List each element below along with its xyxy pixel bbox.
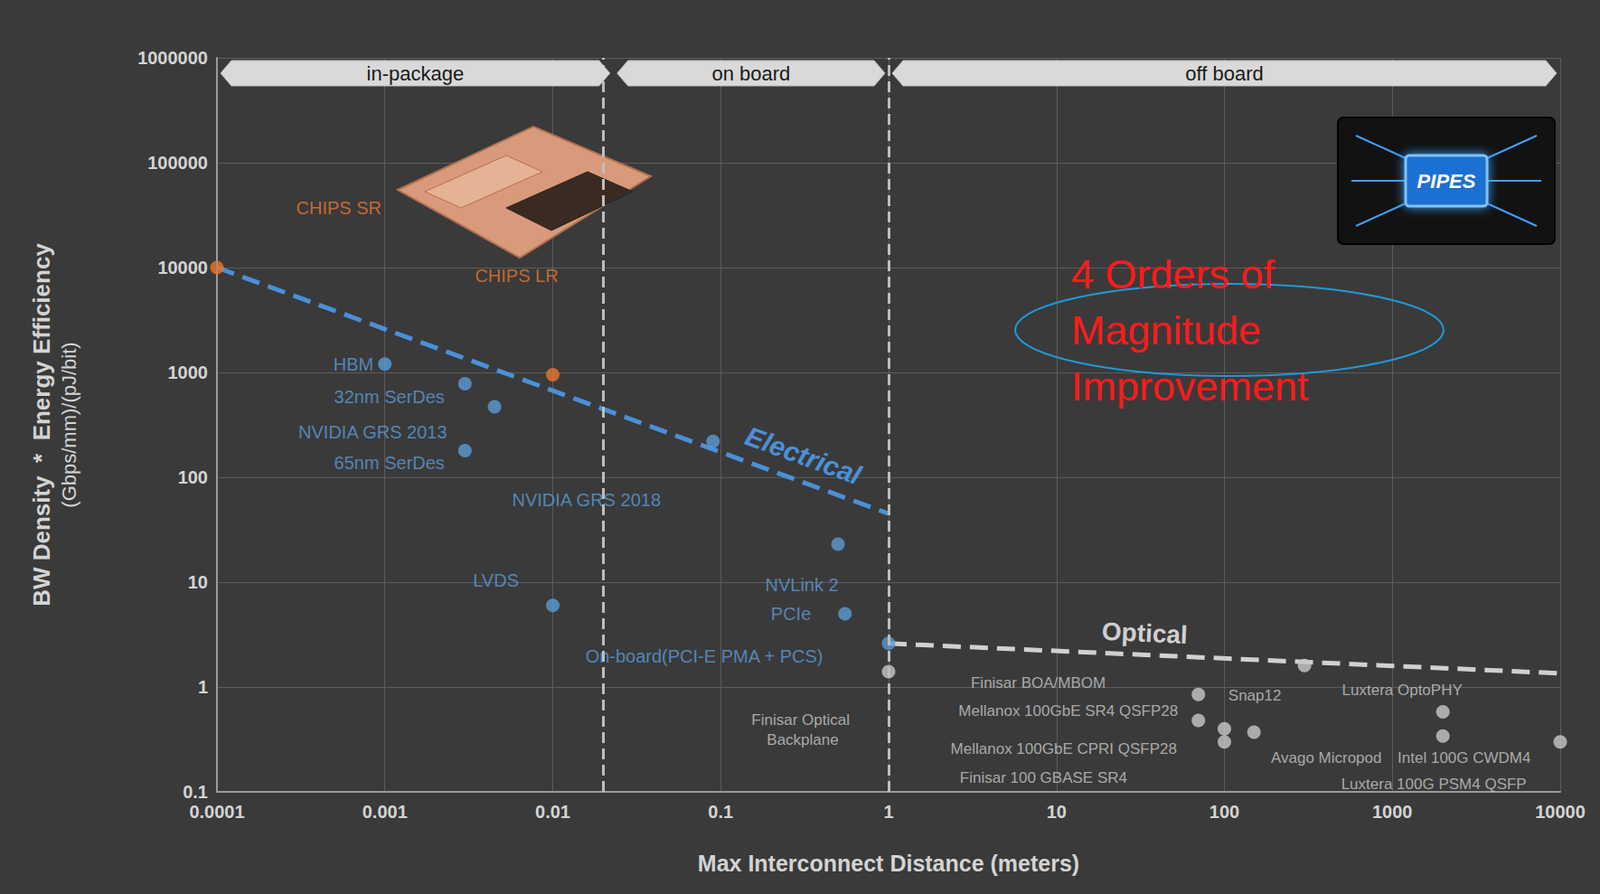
svg-text:PCIe: PCIe (771, 603, 811, 624)
svg-text:1000000: 1000000 (137, 47, 208, 68)
svg-text:4 Orders of: 4 Orders of (1071, 251, 1287, 298)
svg-text:HBM: HBM (333, 354, 374, 375)
svg-text:off board: off board (1185, 62, 1263, 85)
svg-text:PIPES: PIPES (1417, 169, 1477, 193)
svg-text:100: 100 (1209, 801, 1240, 822)
svg-text:0.001: 0.001 (362, 801, 408, 822)
svg-text:1: 1 (197, 677, 208, 697)
svg-text:Backplane: Backplane (766, 731, 838, 749)
svg-text:1: 1 (883, 801, 894, 822)
svg-text:65nm SerDes: 65nm SerDes (334, 452, 445, 473)
svg-text:BW Density * Energy Efficien: BW Density * Energy Efficiency (28, 243, 56, 607)
svg-text:Finisar Optical: Finisar Optical (751, 711, 854, 729)
svg-text:NVLink 2: NVLink 2 (765, 574, 839, 595)
svg-text:Luxtera 100G PSM4 QSFP: Luxtera 100G PSM4 QSFP (1341, 775, 1527, 793)
svg-text:0.01: 0.01 (535, 801, 571, 822)
svg-text:0.1: 0.1 (182, 781, 208, 802)
svg-text:100000: 100000 (147, 152, 208, 173)
svg-text:in-package: in-package (367, 62, 465, 85)
svg-text:Max Interconnect Distance (met: Max Interconnect Distance (meters) (697, 850, 1080, 876)
svg-text:10000: 10000 (157, 257, 208, 278)
svg-text:Improvement: Improvement (1071, 363, 1309, 410)
svg-text:Avago Micropod: Avago Micropod (1270, 749, 1383, 767)
svg-text:0.1: 0.1 (707, 801, 734, 822)
svg-text:Mellanox 100GbE CPRI QSFP28: Mellanox 100GbE CPRI QSFP28 (950, 740, 1177, 758)
svg-text:Finisar 100 GBASE SR4: Finisar 100 GBASE SR4 (960, 769, 1128, 787)
svg-text:1000: 1000 (1372, 801, 1413, 822)
svg-text:Optical: Optical (1101, 617, 1188, 650)
svg-text:10: 10 (188, 572, 208, 593)
svg-text:100: 100 (178, 467, 208, 488)
svg-text:NVIDIA GRS 2013: NVIDIA GRS 2013 (298, 422, 448, 443)
svg-text:Snap12: Snap12 (1228, 687, 1282, 705)
svg-text:(Gbps/mm)/(pJ/bit): (Gbps/mm)/(pJ/bit) (57, 341, 81, 508)
svg-text:NVIDIA GRS 2018: NVIDIA GRS 2018 (511, 489, 661, 510)
svg-text:Intel 100G CWDM4: Intel 100G CWDM4 (1397, 749, 1531, 767)
svg-text:Luxtera OptoPHY: Luxtera OptoPHY (1342, 681, 1463, 699)
svg-text:Magnitude: Magnitude (1071, 307, 1273, 354)
svg-text:0.0001: 0.0001 (188, 801, 245, 822)
svg-text:Mellanox 100GbE SR4 QSFP28: Mellanox 100GbE SR4 QSFP28 (958, 702, 1178, 720)
svg-text:on board: on board (711, 62, 791, 85)
svg-text:LVDS: LVDS (472, 570, 519, 591)
svg-text:32nm SerDes: 32nm SerDes (334, 386, 445, 407)
svg-text:Electrical: Electrical (741, 420, 866, 490)
svg-text:10000: 10000 (1534, 801, 1586, 822)
svg-text:CHIPS SR: CHIPS SR (296, 197, 382, 218)
svg-text:1000: 1000 (168, 362, 209, 383)
svg-text:CHIPS LR: CHIPS LR (474, 265, 558, 286)
svg-text:On-board(PCI-E PMA + PCS): On-board(PCI-E PMA + PCS) (585, 646, 824, 667)
svg-text:10: 10 (1046, 801, 1067, 822)
svg-text:Finisar BOA/MBOM: Finisar BOA/MBOM (970, 674, 1106, 692)
